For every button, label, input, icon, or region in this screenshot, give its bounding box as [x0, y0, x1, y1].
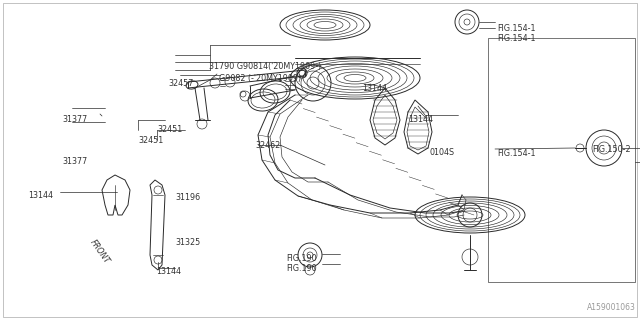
Text: 32462: 32462: [255, 141, 280, 150]
Text: FRONT: FRONT: [88, 238, 111, 266]
Text: 13144: 13144: [408, 115, 433, 124]
Text: FIG.154-1: FIG.154-1: [497, 34, 536, 43]
Bar: [488, 38, 635, 282]
Text: FIG.150-2: FIG.150-2: [592, 145, 630, 154]
Text: FIG.190: FIG.190: [286, 264, 317, 273]
Text: FIG.154-1: FIG.154-1: [497, 149, 536, 158]
Text: 31377: 31377: [62, 157, 87, 166]
Text: 32451: 32451: [157, 125, 182, 134]
Text: 31325: 31325: [175, 238, 200, 247]
Text: 0104S: 0104S: [430, 148, 455, 157]
Text: 13144: 13144: [156, 267, 181, 276]
Text: FIG.154-1: FIG.154-1: [497, 24, 536, 33]
Text: G9082 (-'20MY1909): G9082 (-'20MY1909): [219, 74, 301, 83]
Text: 32457: 32457: [168, 79, 193, 88]
Text: A159001063: A159001063: [587, 303, 636, 312]
Text: 31790 G90814('20MY1909-): 31790 G90814('20MY1909-): [209, 62, 321, 71]
Text: 31196: 31196: [175, 193, 200, 202]
Text: 31377: 31377: [62, 115, 87, 124]
Text: 32451: 32451: [138, 136, 163, 145]
Text: 13144: 13144: [362, 84, 387, 93]
Text: FIG.190: FIG.190: [286, 254, 317, 263]
Text: 13144: 13144: [28, 191, 53, 200]
